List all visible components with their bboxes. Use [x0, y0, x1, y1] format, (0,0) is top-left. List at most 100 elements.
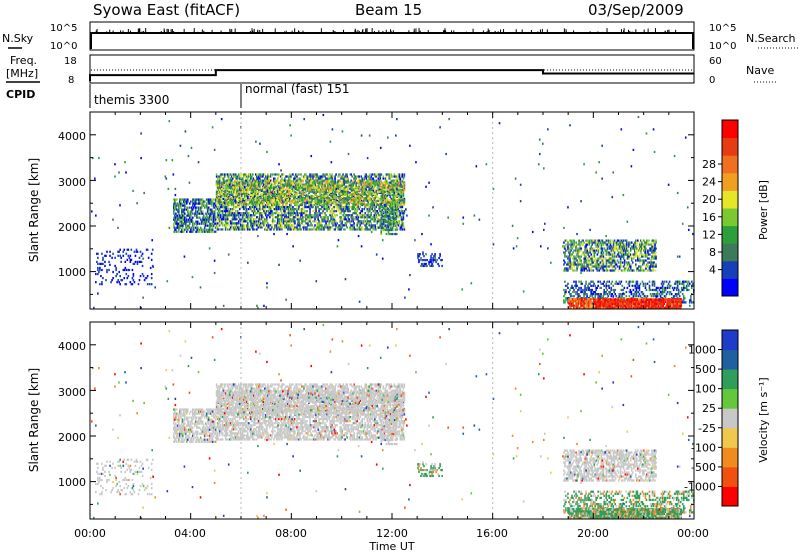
velocity-cell	[206, 418, 209, 421]
velocity-cell	[189, 440, 192, 443]
power-cell	[204, 216, 207, 219]
velocity-cell	[218, 422, 221, 425]
power-cell	[236, 187, 239, 190]
velocity-cell	[281, 387, 283, 390]
velocity-cell	[224, 422, 227, 425]
velocity-cell	[329, 424, 331, 427]
power-cell	[288, 210, 290, 213]
power-cell	[207, 210, 210, 213]
power-cell	[219, 228, 222, 231]
velocity-cell	[314, 428, 316, 431]
velocity-cell	[281, 426, 283, 429]
velocity-cell	[179, 412, 181, 415]
power-cell	[207, 212, 210, 215]
velocity-cell	[141, 462, 144, 465]
power-cell	[124, 283, 127, 286]
velocity-cell	[202, 424, 205, 427]
power-cell	[251, 210, 254, 213]
velocity-cell	[218, 434, 221, 437]
velocity-cell	[255, 407, 258, 411]
power-cell	[229, 212, 232, 215]
power-cell	[174, 198, 176, 201]
power-cell	[209, 226, 212, 229]
velocity-cell	[118, 460, 120, 463]
power-cell	[238, 179, 241, 182]
power-cell	[195, 230, 198, 233]
velocity-cell	[221, 432, 224, 435]
power-cell	[326, 208, 328, 211]
velocity-cell	[224, 415, 227, 419]
power-cell	[182, 208, 185, 211]
power-cell	[128, 256, 131, 259]
power-cell	[218, 177, 221, 180]
power-cell	[139, 250, 142, 253]
power-cell	[102, 256, 104, 259]
velocity-cell	[178, 414, 180, 417]
power-cell	[248, 216, 251, 219]
power-cell	[230, 175, 233, 178]
velocity-cell	[180, 428, 182, 431]
power-cell	[216, 224, 219, 227]
velocity-cell	[125, 493, 128, 496]
velocity-cell	[173, 420, 175, 423]
power-cell	[220, 220, 223, 223]
velocity-cell	[241, 395, 244, 398]
velocity-cell	[212, 428, 215, 431]
power-cell	[307, 218, 309, 221]
power-cell	[242, 214, 245, 217]
velocity-cell	[203, 430, 206, 433]
velocity-cell	[207, 418, 210, 421]
velocity-cell	[223, 418, 226, 421]
power-cell	[335, 173, 337, 176]
velocity-cell	[207, 430, 210, 433]
power-cell	[237, 222, 240, 225]
power-cell	[224, 205, 227, 209]
power-cell	[256, 210, 259, 213]
power-cell	[217, 216, 220, 219]
power-cell	[183, 212, 186, 215]
velocity-cell	[231, 432, 234, 435]
power-cell	[285, 220, 287, 223]
velocity-cell	[332, 434, 334, 437]
velocity-cell	[143, 489, 146, 492]
velocity-cell	[215, 407, 218, 411]
power-cell	[187, 214, 190, 217]
power-cell	[272, 212, 274, 215]
velocity-cell	[249, 383, 252, 386]
velocity-cell	[264, 387, 266, 390]
power-cell	[281, 205, 283, 209]
power-cell	[176, 218, 178, 221]
velocity-cell	[304, 430, 306, 433]
power-cell	[214, 226, 217, 229]
velocity-cell	[259, 387, 261, 390]
velocity-cell	[231, 403, 234, 406]
power-cell	[218, 208, 221, 211]
power-cell	[186, 208, 189, 211]
velocity-cell	[244, 389, 247, 392]
velocity-cell	[193, 432, 196, 435]
velocity-cell	[228, 420, 231, 423]
power-cell	[210, 222, 213, 225]
power-cell	[231, 222, 234, 225]
power-cell	[289, 222, 291, 225]
power-cell	[260, 203, 262, 207]
velocity-cell	[219, 385, 222, 388]
velocity-cell	[211, 420, 214, 423]
power-cell	[250, 193, 253, 196]
power-cell	[237, 214, 240, 217]
velocity-cell	[245, 430, 248, 433]
velocity-cell	[212, 408, 215, 411]
velocity-cell	[253, 418, 256, 421]
power-cell	[256, 199, 259, 203]
velocity-cell	[177, 432, 179, 435]
velocity-cell	[132, 484, 135, 488]
velocity-cell	[240, 383, 243, 386]
power-cell	[243, 218, 246, 221]
velocity-cell	[223, 403, 226, 406]
power-cell	[251, 179, 254, 182]
velocity-cell	[278, 385, 280, 388]
power-cell	[191, 212, 194, 215]
velocity-cell	[250, 424, 253, 427]
power-cell	[258, 218, 260, 221]
power-cell	[256, 173, 259, 176]
